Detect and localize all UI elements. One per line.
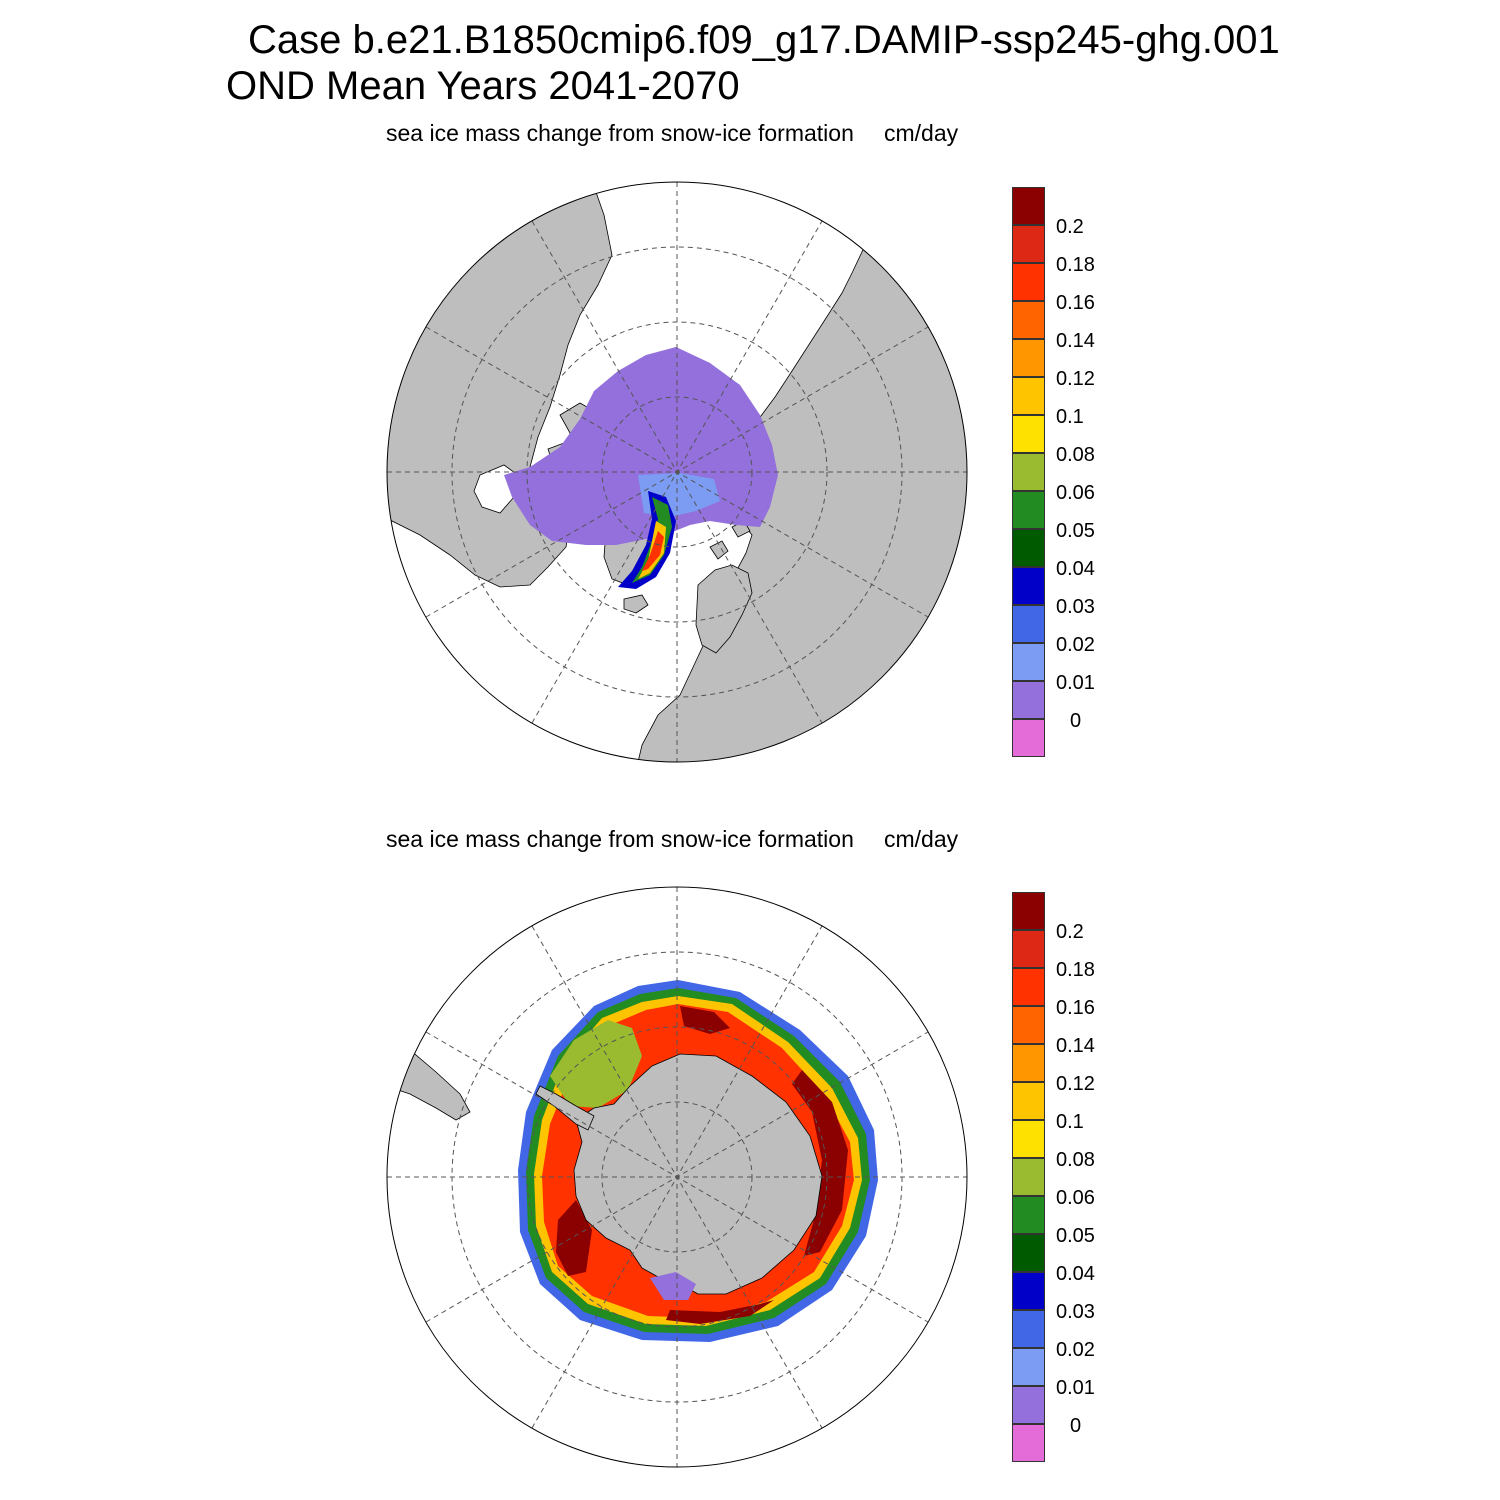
map-boundary: [386, 886, 968, 1468]
fram-strait-0.16-0.2: [642, 531, 664, 571]
colorbar-swatch: [1012, 1120, 1045, 1158]
colorbar-swatch: [1012, 1310, 1045, 1348]
colorbar-swatch: [1012, 415, 1045, 453]
hotspot-north-ring: [680, 1006, 730, 1034]
colorbar-swatch: [1012, 491, 1045, 529]
colorbar-swatch: [1012, 1386, 1045, 1424]
colorbar-tick-label: 0.02: [1056, 634, 1095, 656]
colorbar-swatch: [1012, 681, 1045, 719]
colorbar-tick-label: 0.1: [1056, 1111, 1084, 1133]
colorbar-tick-label: 0.04: [1056, 1263, 1095, 1285]
colorbar-swatch: [1012, 225, 1045, 263]
colorbar-tick-label: 0: [1070, 1415, 1082, 1437]
colorbar-swatch: [1012, 1082, 1045, 1120]
colorbar-swatch: [1012, 719, 1045, 757]
antarctic-panel-units: cm/day: [884, 826, 959, 852]
lat-lon-grid: [387, 182, 967, 762]
ross-sea-low-values: [650, 1272, 696, 1300]
colorbar-tick-label: 0.08: [1056, 444, 1095, 466]
colorbar-tick-label: 0.01: [1056, 672, 1095, 694]
colorbar-swatch: [1012, 339, 1045, 377]
colorbar-swatch: [1012, 529, 1045, 567]
colorbar-tick-label: 0: [1070, 710, 1082, 732]
colorbar-swatch: [1012, 968, 1045, 1006]
colorbar-tick-label: 0.04: [1056, 558, 1095, 580]
colorbar-swatch: [1012, 1234, 1045, 1272]
antarctic-peninsula: [535, 1085, 595, 1131]
arctic-panel-label: sea ice mass change from snow-ice format…: [386, 120, 854, 146]
lat-lon-grid: [387, 887, 967, 1467]
colorbar-swatch: [1012, 1348, 1045, 1386]
colorbar-swatch: [1012, 1424, 1045, 1462]
colorbar-swatch: [1012, 263, 1045, 301]
colorbar-tick-label: 0.16: [1056, 292, 1095, 314]
colorbar-tick-label: 0.08: [1056, 1149, 1095, 1171]
colorbar-swatch: [1012, 892, 1045, 930]
colorbar-tick-label: 0.01: [1056, 1377, 1095, 1399]
colorbar-tick-label: 0.06: [1056, 1187, 1095, 1209]
colorbar-tick-label: 0.18: [1056, 959, 1095, 981]
figure-title-line-2: OND Mean Years 2041-2070: [226, 64, 740, 108]
colorbar-tick-label: 0.2: [1056, 216, 1084, 238]
arctic-polar-map: [386, 181, 968, 763]
weddell-sea-low-values: [550, 1020, 642, 1108]
colorbar-swatch: [1012, 301, 1045, 339]
colorbar-tick-label: 0.14: [1056, 330, 1095, 352]
hotspot-west-ring: [556, 1200, 592, 1276]
colorbar-swatch: [1012, 643, 1045, 681]
colorbar-tick-label: 0.12: [1056, 368, 1095, 390]
colorbar-swatch: [1012, 930, 1045, 968]
colorbar-swatch: [1012, 1272, 1045, 1310]
colorbar-tick-label: 0.06: [1056, 482, 1095, 504]
hotspot-east-ring: [792, 1070, 848, 1256]
colorbar-swatch: [1012, 1044, 1045, 1082]
colorbar-tick-label: 0.14: [1056, 1035, 1095, 1057]
colorbar-tick-label: 0.12: [1056, 1073, 1095, 1095]
colorbar-tick-label: 0.16: [1056, 997, 1095, 1019]
colorbar-swatch: [1012, 1006, 1045, 1044]
colorbar-tick-label: 0.03: [1056, 596, 1095, 618]
colorbar-tick-label: 0.1: [1056, 406, 1084, 428]
colorbar-swatch: [1012, 453, 1045, 491]
colorbar-tick-label: 0.05: [1056, 1225, 1095, 1247]
hotspot-south-ring: [666, 1300, 774, 1324]
colorbar-swatch: [1012, 1158, 1045, 1196]
figure-title-line-1: Case b.e21.B1850cmip6.f09_g17.DAMIP-ssp2…: [248, 18, 1280, 62]
colorbar-swatch: [1012, 605, 1045, 643]
colorbar-tick-label: 0.2: [1056, 921, 1084, 943]
colorbar-tick-label: 0.18: [1056, 254, 1095, 276]
colorbar-tick-label: 0.02: [1056, 1339, 1095, 1361]
iceland-landmass: [623, 594, 649, 614]
colorbar-tick-label: 0.03: [1056, 1301, 1095, 1323]
scandinavia-landmass: [695, 564, 753, 654]
antarctic-polar-map: [386, 886, 968, 1468]
colorbar-swatch: [1012, 1196, 1045, 1234]
map-boundary: [386, 181, 968, 763]
arctic-panel-units: cm/day: [884, 120, 959, 146]
colorbar-swatch: [1012, 377, 1045, 415]
colorbar-tick-label: 0.05: [1056, 520, 1095, 542]
fram-strait-0.06-0.08: [632, 497, 672, 583]
colorbar-swatch: [1012, 187, 1045, 225]
antarctic-panel-label: sea ice mass change from snow-ice format…: [386, 826, 854, 852]
colorbar-swatch: [1012, 567, 1045, 605]
